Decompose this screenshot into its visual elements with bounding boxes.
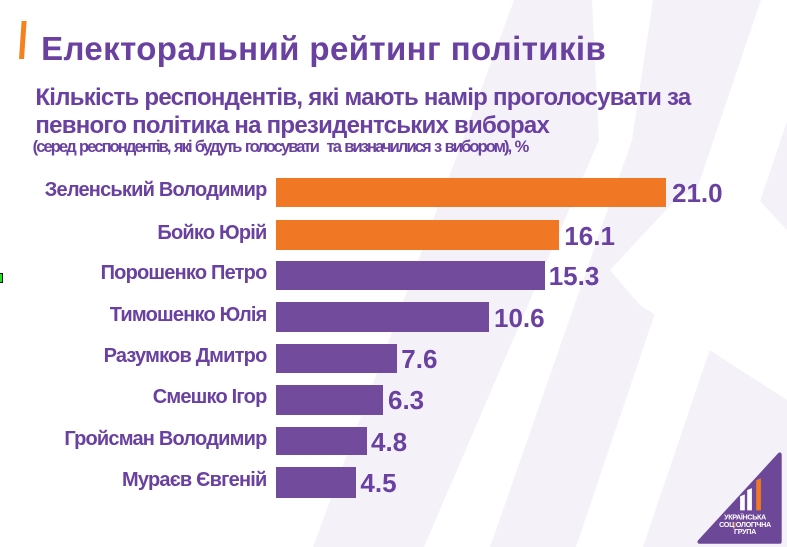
svg-text:СОЦІОЛОГІЧНА: СОЦІОЛОГІЧНА xyxy=(719,520,771,529)
svg-text:ГРУПА: ГРУПА xyxy=(734,527,756,536)
svg-text:УКРАЇНСЬКА: УКРАЇНСЬКА xyxy=(724,512,766,521)
